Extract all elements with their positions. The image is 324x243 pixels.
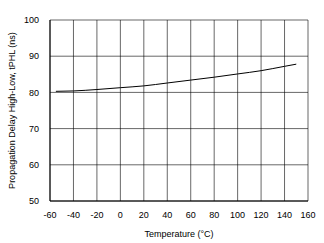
svg-text:20: 20 (139, 210, 149, 220)
svg-text:0: 0 (118, 210, 123, 220)
svg-text:80: 80 (209, 210, 219, 220)
svg-text:60: 60 (29, 160, 39, 170)
svg-text:Temperature (°C): Temperature (°C) (144, 229, 213, 239)
svg-text:50: 50 (29, 196, 39, 206)
svg-text:Propagation Delay High-Low, tP: Propagation Delay High-Low, tPHL (ns) (8, 32, 17, 189)
svg-text:140: 140 (277, 210, 292, 220)
svg-text:90: 90 (29, 51, 39, 61)
svg-text:160: 160 (300, 210, 315, 220)
svg-text:120: 120 (254, 210, 269, 220)
svg-text:60: 60 (186, 210, 196, 220)
svg-text:70: 70 (29, 124, 39, 134)
svg-text:100: 100 (230, 210, 245, 220)
svg-text:40: 40 (162, 210, 172, 220)
svg-text:100: 100 (24, 15, 39, 25)
svg-text:-60: -60 (43, 210, 56, 220)
svg-text:80: 80 (29, 88, 39, 98)
svg-text:-40: -40 (67, 210, 80, 220)
svg-text:-20: -20 (90, 210, 103, 220)
